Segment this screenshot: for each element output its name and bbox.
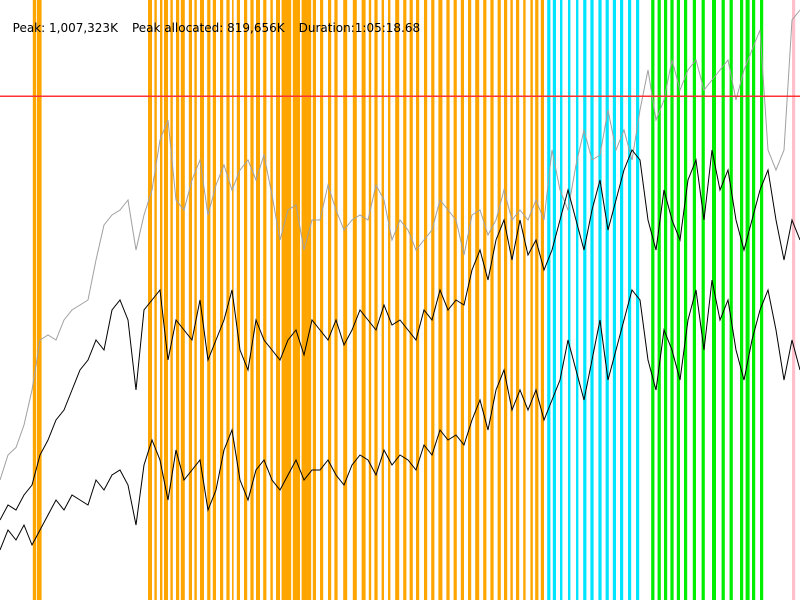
gc-event-full <box>684 0 688 600</box>
gc-event-full <box>721 0 725 600</box>
gc-event-young <box>200 0 204 600</box>
gc-event-young <box>180 0 185 600</box>
gc-event-young <box>453 0 457 600</box>
gc-event-mixed <box>605 0 609 600</box>
gc-event-mixed <box>583 0 587 600</box>
gc-event-young <box>301 0 312 600</box>
gc-event-full <box>651 0 655 600</box>
gc-event-young <box>483 0 487 600</box>
gc-event-young <box>523 0 526 600</box>
gc-event-young <box>194 0 197 600</box>
gc-event-young <box>36 0 42 600</box>
gc-event-young <box>328 0 332 600</box>
gc-event-young <box>32 0 36 600</box>
series-line-total-heap <box>0 9 800 481</box>
gc-event-young <box>497 0 501 600</box>
gc-event-young <box>232 0 234 600</box>
gc-event-full <box>712 0 716 600</box>
gc-event-young <box>424 0 428 600</box>
gc-event-mixed <box>560 0 563 600</box>
gc-event-young <box>312 0 316 600</box>
gc-event-young <box>409 0 413 600</box>
gc-event-young <box>164 0 168 600</box>
gc-event-other <box>792 0 796 600</box>
gc-event-young <box>220 0 224 600</box>
gc-event-young <box>374 0 378 600</box>
stats-header: Peak: 1,007,323K Peak allocated: 819,656K… <box>5 4 434 36</box>
gc-event-full <box>745 0 750 600</box>
gc-event-full <box>729 0 733 600</box>
gc-event-full <box>676 0 680 600</box>
gc-event-young <box>270 0 273 600</box>
gc-event-young <box>188 0 192 600</box>
gc-event-young <box>276 0 280 600</box>
gc-event-young <box>148 0 152 600</box>
gc-event-young <box>154 0 157 600</box>
gc-event-young <box>176 0 180 600</box>
gc-event-young <box>256 0 260 600</box>
gc-event-young <box>516 0 520 600</box>
gc-event-young <box>460 0 464 600</box>
gc-event-young <box>368 0 372 600</box>
gc-event-young <box>431 0 435 600</box>
gc-event-young <box>320 0 324 600</box>
gc-event-young <box>170 0 173 600</box>
gc-event-young <box>212 0 216 600</box>
gc-event-young <box>540 0 544 600</box>
gc-events-layer <box>32 0 796 600</box>
gc-event-full <box>664 0 668 600</box>
gc-event-young <box>388 0 391 600</box>
gc-event-young <box>244 0 248 600</box>
gc-event-young <box>438 0 443 600</box>
gc-event-young <box>510 0 513 600</box>
gc-event-young <box>343 0 348 600</box>
gc-event-mixed <box>552 0 556 600</box>
gc-event-young <box>263 0 267 600</box>
gc-event-young <box>361 0 366 600</box>
peak-allocated-label: Peak allocated: 819,656K <box>131 21 285 35</box>
gc-event-mixed <box>598 0 602 600</box>
gc-event-young <box>281 0 292 600</box>
gc-event-young <box>504 0 508 600</box>
gc-event-mixed <box>620 0 624 600</box>
gc-event-young <box>381 0 384 600</box>
series-line-used-min <box>0 279 800 551</box>
gc-event-full <box>657 0 661 600</box>
duration-label: Duration:1:05:18.68 <box>298 21 421 35</box>
gc-event-mixed <box>568 0 571 600</box>
gc-event-full <box>740 0 744 600</box>
series-line-used-max <box>0 149 800 521</box>
peak-label: Peak: 1,007,323K <box>12 21 118 35</box>
gc-event-full <box>701 0 705 600</box>
gc-event-young <box>236 0 240 600</box>
gc-event-full <box>692 0 696 600</box>
gc-event-young <box>475 0 480 600</box>
gc-event-young <box>490 0 494 600</box>
gc-event-full <box>670 0 674 600</box>
gc-event-full <box>752 0 756 600</box>
gc-event-full <box>760 0 764 600</box>
gc-event-mixed <box>612 0 616 600</box>
gc-event-young <box>446 0 450 600</box>
gc-event-mixed <box>547 0 551 600</box>
gc-event-young <box>530 0 533 600</box>
gc-event-young <box>352 0 357 600</box>
gc-event-young <box>403 0 407 600</box>
gc-event-young <box>250 0 254 600</box>
series-layer <box>0 9 800 551</box>
gc-event-young <box>334 0 338 600</box>
gc-event-young <box>292 0 300 600</box>
gc-event-young <box>207 0 211 600</box>
gc-event-mixed <box>636 0 640 600</box>
gc-event-young <box>395 0 400 600</box>
gc-event-mixed <box>576 0 579 600</box>
gc-event-young <box>535 0 539 600</box>
gc-event-young <box>226 0 230 600</box>
gc-event-young <box>416 0 420 600</box>
gc-event-mixed <box>590 0 594 600</box>
gc-event-young <box>468 0 472 600</box>
